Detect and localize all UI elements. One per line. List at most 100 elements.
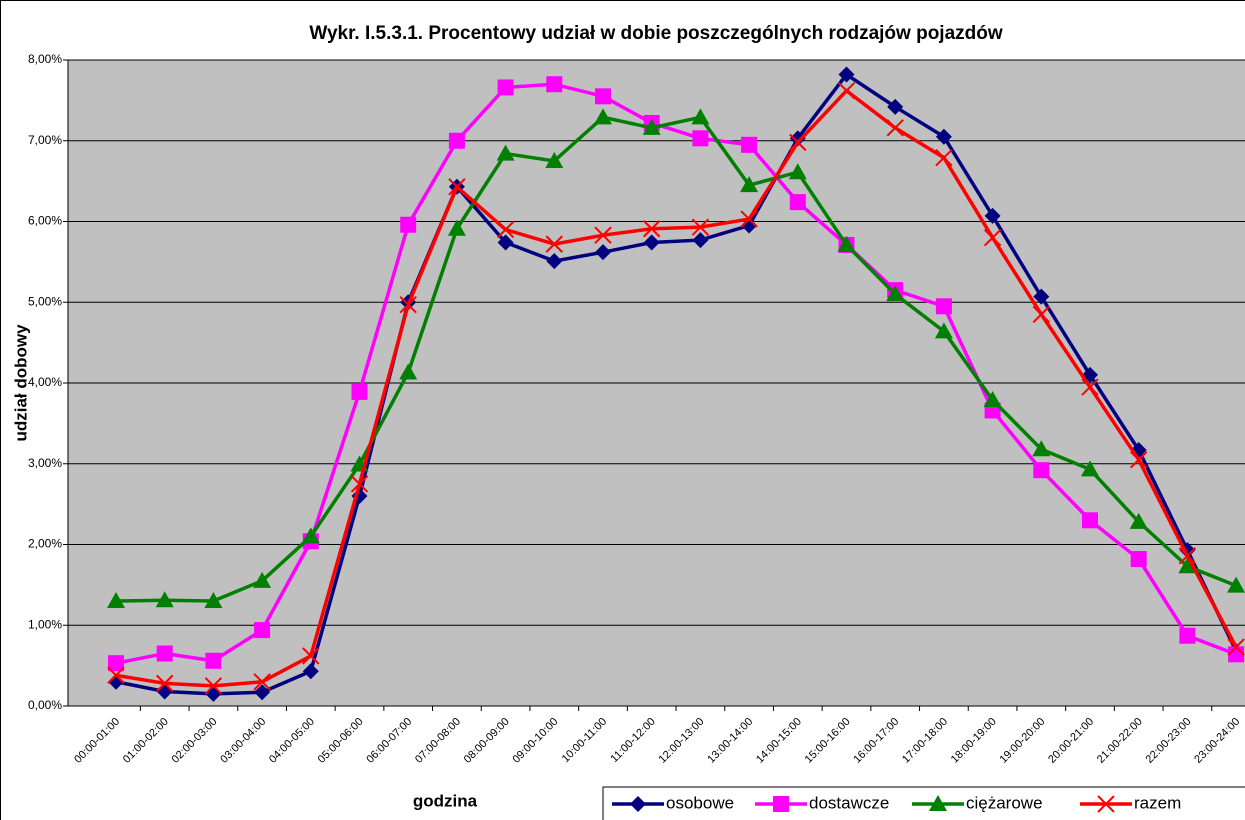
marker	[350, 475, 369, 493]
marker	[400, 216, 417, 233]
marker	[935, 128, 952, 145]
marker	[934, 322, 953, 339]
legend-label: dostawcze	[809, 793, 889, 812]
marker	[1082, 512, 1098, 529]
legend-label: razem	[1134, 793, 1181, 812]
marker	[107, 592, 125, 609]
marker	[205, 652, 222, 669]
marker	[1179, 627, 1196, 644]
marker	[496, 220, 515, 239]
marker	[789, 133, 807, 152]
series-line	[115, 115, 1237, 603]
marker	[692, 232, 709, 249]
marker	[1178, 557, 1197, 574]
marker	[741, 217, 758, 234]
y-axis-label: udział dobowy	[11, 324, 30, 442]
marker	[302, 647, 320, 665]
marker	[155, 674, 174, 693]
marker	[253, 673, 271, 691]
marker	[691, 108, 710, 125]
marker	[595, 244, 611, 261]
legend-marker	[1097, 795, 1115, 813]
marker	[1033, 288, 1050, 305]
marker	[1130, 551, 1147, 568]
y-tick-label: 3,00%	[28, 456, 62, 470]
marker	[886, 119, 904, 137]
marker	[399, 295, 417, 314]
marker	[789, 194, 806, 211]
marker	[789, 130, 806, 147]
marker	[155, 591, 174, 608]
marker	[254, 622, 271, 639]
marker	[1129, 512, 1148, 529]
marker	[983, 390, 1002, 407]
marker	[448, 178, 466, 196]
marker	[108, 655, 124, 672]
marker	[1178, 547, 1197, 565]
marker	[496, 144, 515, 161]
marker	[545, 151, 564, 168]
marker	[302, 663, 319, 680]
marker	[1227, 576, 1245, 593]
marker	[1032, 305, 1051, 324]
marker	[351, 383, 368, 400]
marker	[692, 130, 709, 147]
x-axis-label: godzina	[413, 791, 478, 810]
legend-marker	[630, 796, 646, 812]
marker	[545, 235, 564, 253]
marker	[204, 677, 223, 695]
marker	[253, 571, 272, 588]
y-tick-label: 6,00%	[28, 214, 62, 228]
marker	[935, 298, 952, 315]
marker	[1081, 460, 1099, 477]
marker	[740, 176, 759, 193]
marker	[838, 66, 855, 83]
y-tick-label: 8,00%	[28, 52, 62, 66]
legend-label: ciężarowe	[966, 793, 1043, 812]
marker	[594, 226, 612, 244]
marker	[837, 81, 856, 100]
legend-marker	[773, 796, 789, 812]
marker	[887, 98, 904, 115]
marker	[594, 108, 612, 125]
legend-label: osobowe	[666, 793, 734, 812]
marker	[886, 285, 905, 302]
marker	[1081, 378, 1099, 396]
chart-title: Wykr. I.5.3.1. Procentowy udział w dobie…	[309, 23, 1002, 44]
marker	[1032, 440, 1051, 457]
marker	[740, 210, 758, 228]
marker	[546, 76, 563, 93]
marker	[643, 234, 660, 251]
marker	[1033, 462, 1050, 479]
marker	[788, 163, 807, 180]
marker	[1129, 451, 1148, 469]
marker	[301, 527, 320, 544]
marker	[984, 207, 1001, 224]
marker	[1228, 646, 1245, 663]
legend-marker	[929, 795, 947, 811]
y-tick-label: 4,00%	[28, 375, 62, 389]
series-line	[115, 82, 1237, 665]
y-tick-label: 5,00%	[28, 294, 62, 308]
marker	[546, 253, 563, 270]
series-line	[115, 72, 1238, 696]
y-tick-label: 0,00%	[28, 698, 62, 712]
marker	[983, 228, 1002, 247]
marker	[204, 592, 223, 609]
series-line	[115, 88, 1238, 688]
marker	[107, 666, 125, 685]
marker	[741, 136, 758, 153]
marker	[935, 149, 953, 167]
marker	[399, 363, 418, 380]
y-tick-label: 1,00%	[28, 617, 62, 631]
marker	[642, 118, 661, 135]
marker	[691, 218, 710, 236]
marker	[497, 79, 514, 96]
marker	[595, 88, 611, 105]
marker	[254, 684, 271, 701]
marker	[448, 132, 465, 149]
marker	[108, 673, 124, 690]
y-tick-label: 2,00%	[28, 537, 62, 551]
marker	[497, 234, 514, 251]
